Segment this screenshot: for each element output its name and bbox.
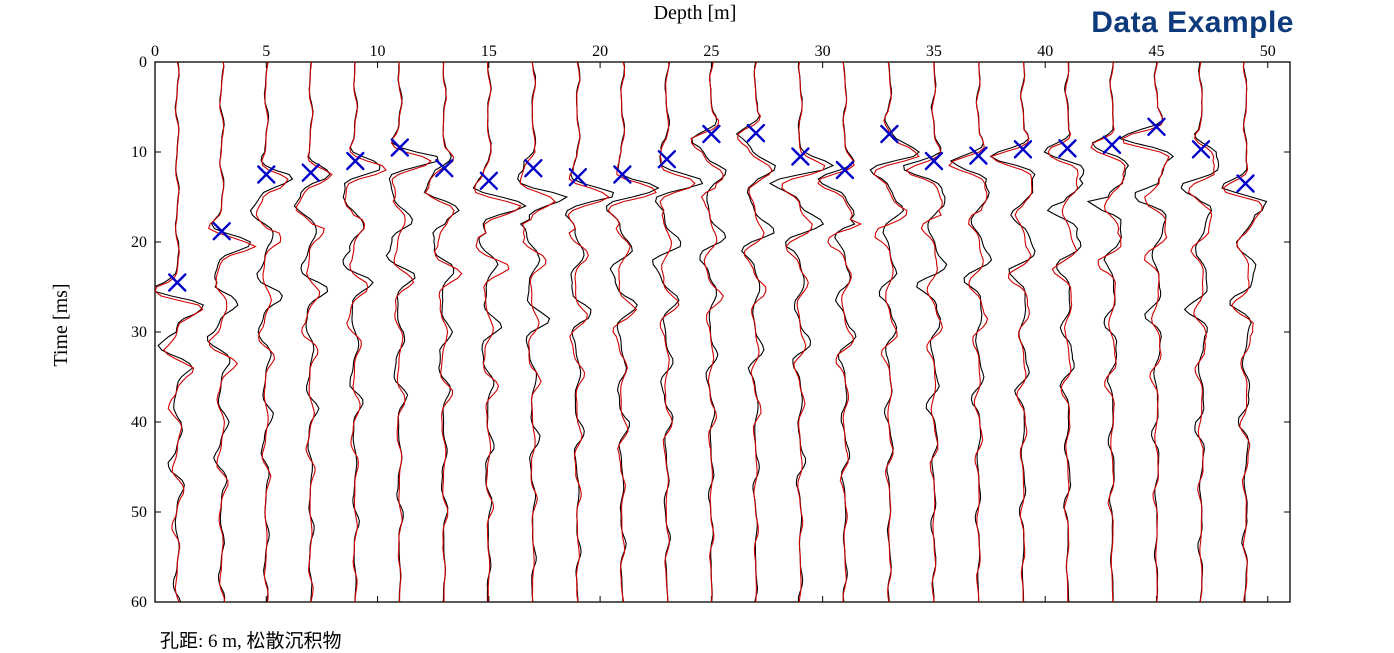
svg-text:45: 45 [1148,43,1164,60]
arrival-marker [258,167,274,183]
arrival-marker [703,126,719,142]
arrival-marker [748,125,764,141]
svg-text:0: 0 [139,54,147,71]
svg-text:20: 20 [592,43,608,60]
chart-area: Depth [m] Time [ms] 05101520253035404550… [90,30,1300,620]
svg-text:10: 10 [370,43,386,60]
arrival-marker [214,223,230,239]
svg-text:30: 30 [131,324,147,341]
svg-text:25: 25 [703,43,719,60]
chart-caption: 孔距: 6 m, 松散沉积物 [160,626,342,653]
arrival-marker [1193,141,1209,157]
page-root: Data Example Depth [m] Time [ms] 0510152… [0,0,1394,653]
svg-text:5: 5 [262,43,270,60]
arrival-marker [1059,140,1075,156]
arrival-marker [169,275,185,291]
svg-text:50: 50 [131,504,147,521]
svg-text:30: 30 [815,43,831,60]
arrival-marker [1104,137,1120,153]
arrival-marker [481,173,497,189]
arrival-marker [303,165,319,181]
arrival-marker [525,160,541,176]
arrival-marker [1237,176,1253,192]
x-axis-label: Depth [m] [90,2,1300,25]
arrival-marker [970,148,986,164]
svg-text:40: 40 [131,414,147,431]
svg-text:50: 50 [1260,43,1276,60]
svg-text:20: 20 [131,234,147,251]
seismic-chart-svg: 0 5 10 15 20 25 30 35 40 45 50 0 10 20 30 40 50 60 [90,30,1300,620]
svg-text:0: 0 [151,43,159,60]
svg-text:10: 10 [131,144,147,161]
svg-text:15: 15 [481,43,497,60]
arrival-marker [392,140,408,156]
svg-text:40: 40 [1037,43,1053,60]
svg-text:35: 35 [926,43,942,60]
svg-text:60: 60 [131,594,147,611]
y-axis-label: Time [ms] [50,283,73,366]
